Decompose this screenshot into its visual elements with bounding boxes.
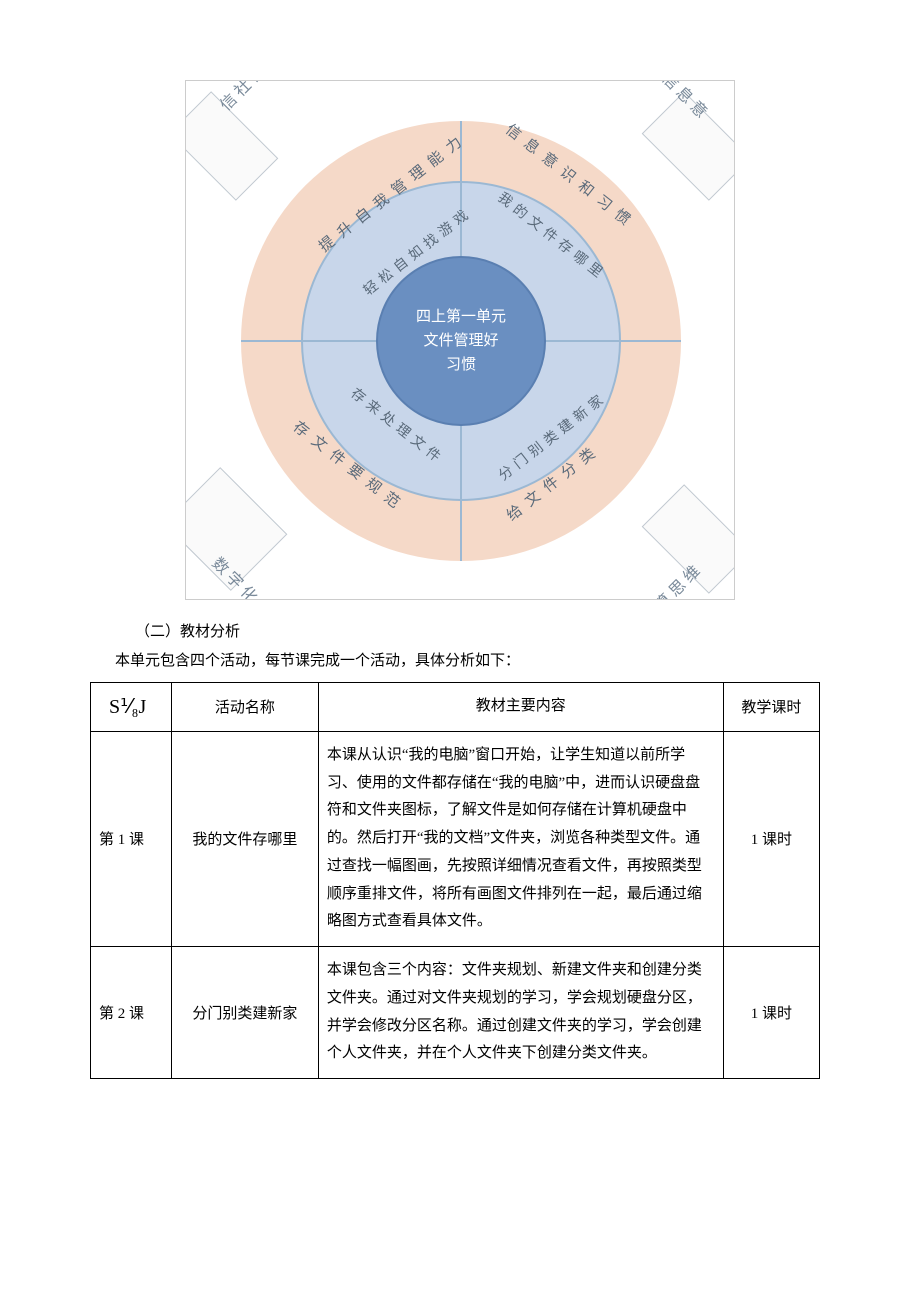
corner-label-bl: 数字化学习与创新 <box>206 553 335 600</box>
center-circle: 四上第一单元 文件管理好 习惯 <box>376 256 546 426</box>
section-heading: （二）教材分析 <box>135 620 830 641</box>
th-lesson: S⅟₈J <box>91 683 172 732</box>
table-header-row: S⅟₈J 活动名称 教材主要内容 教学课时 <box>91 683 820 732</box>
th-hours: 教学课时 <box>723 683 819 732</box>
cell-content: 本课从认识“我的电脑”窗口开始，让学生知道以前所学习、使用的文件都存储在“我的电… <box>318 731 723 946</box>
center-line2: 文件管理好 <box>423 329 498 353</box>
th-name: 活动名称 <box>172 683 319 732</box>
corner-label-tl: 信社会责任 <box>216 80 303 117</box>
cell-name: 分门别类建新家 <box>172 947 319 1079</box>
cell-hours: 1 课时 <box>723 947 819 1079</box>
cell-name: 我的文件存哪里 <box>172 731 319 946</box>
center-line3: 习惯 <box>446 353 476 377</box>
cell-content: 本课包含三个内容：文件夹规划、新建文件夹和创建分类文件夹。通过对文件夹规划的学习… <box>318 947 723 1079</box>
table-row: 第 2 课 分门别类建新家 本课包含三个内容：文件夹规划、新建文件夹和创建分类文… <box>91 947 820 1079</box>
cell-lesson: 第 1 课 <box>91 731 172 946</box>
th-content: 教材主要内容 <box>318 683 723 732</box>
analysis-table: S⅟₈J 活动名称 教材主要内容 教学课时 第 1 课 我的文件存哪里 本课从认… <box>90 682 820 1079</box>
corner-label-br: 计算思维 <box>637 558 709 600</box>
center-line1: 四上第一单元 <box>416 305 506 329</box>
concept-diagram: 提升自我管理能力 信息意识和习惯 存文件要规范 给文件分类 轻松自如找游戏 我的… <box>185 80 735 600</box>
cell-lesson: 第 2 课 <box>91 947 172 1079</box>
cell-hours: 1 课时 <box>723 731 819 946</box>
table-row: 第 1 课 我的文件存哪里 本课从认识“我的电脑”窗口开始，让学生知道以前所学习… <box>91 731 820 946</box>
intro-text: 本单元包含四个活动，每节课完成一个活动，具体分析如下： <box>115 649 830 670</box>
